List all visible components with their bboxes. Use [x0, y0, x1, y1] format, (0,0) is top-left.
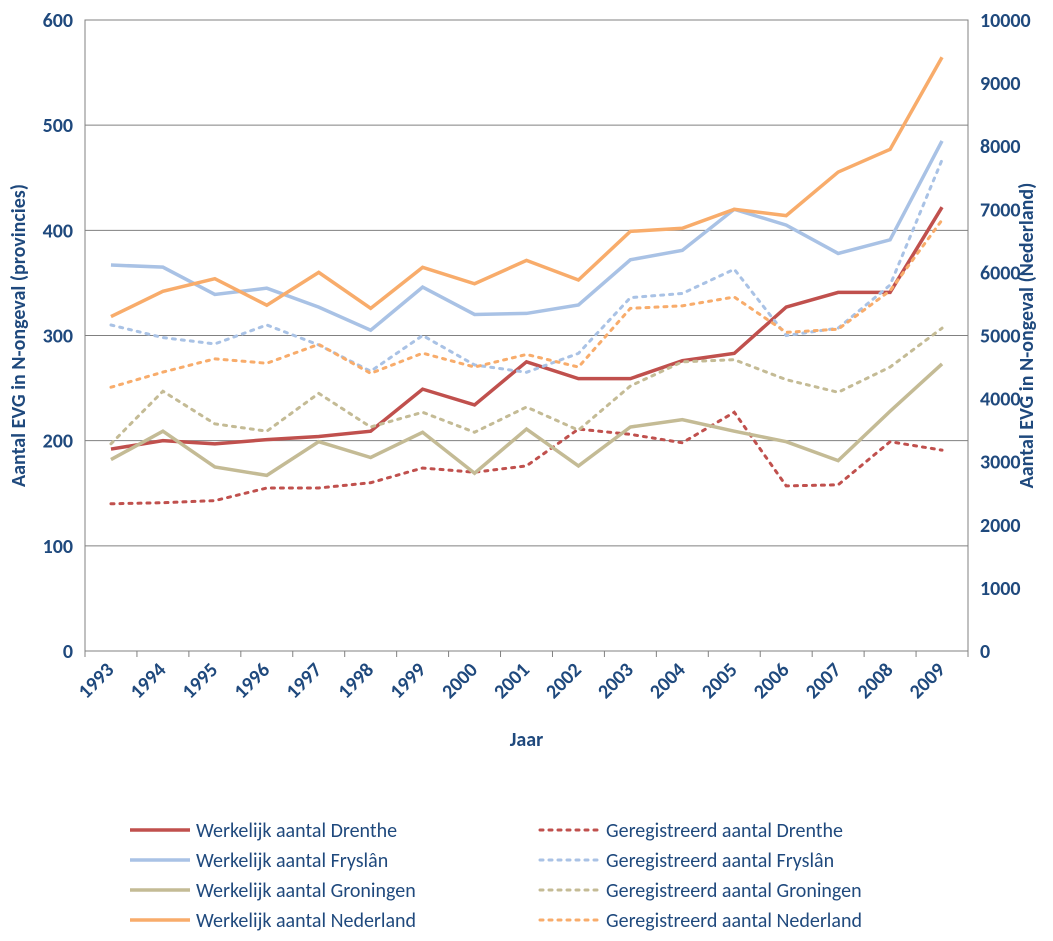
- svg-text:1999: 1999: [385, 658, 431, 704]
- chart-svg: 0100200300400500600010002000300040005000…: [0, 0, 1053, 941]
- legend-label-3: Geregistreerd aantal Fryslân: [606, 849, 834, 873]
- y2-label: Aantal EVG in N-ongeval (Nederland): [1015, 183, 1039, 489]
- svg-text:200: 200: [43, 430, 73, 454]
- svg-text:2008: 2008: [853, 658, 899, 704]
- svg-text:1996: 1996: [229, 658, 275, 704]
- svg-text:400: 400: [43, 219, 73, 243]
- svg-text:2006: 2006: [749, 658, 795, 704]
- svg-text:1000: 1000: [980, 577, 1021, 601]
- legend-label-6: Werkelijk aantal Nederland: [196, 909, 416, 933]
- svg-text:600: 600: [43, 9, 73, 33]
- svg-text:500: 500: [43, 114, 73, 138]
- svg-text:2004: 2004: [645, 658, 691, 704]
- svg-text:10000: 10000: [980, 9, 1031, 33]
- legend-label-4: Werkelijk aantal Groningen: [196, 879, 416, 903]
- legend-label-1: Geregistreerd aantal Drenthe: [606, 819, 843, 843]
- svg-text:0: 0: [980, 640, 990, 664]
- svg-text:2000: 2000: [437, 658, 483, 704]
- series-6: [111, 57, 942, 316]
- svg-text:2001: 2001: [489, 658, 535, 704]
- legend-label-0: Werkelijk aantal Drenthe: [196, 819, 397, 843]
- y1-label: Aantal EVG in N-ongeval (provincies): [7, 184, 31, 487]
- legend-label-5: Geregistreerd aantal Groningen: [606, 879, 862, 903]
- svg-text:100: 100: [43, 535, 73, 559]
- y1-axis: 0 100 200 300 400 500 600: [43, 9, 73, 664]
- svg-text:1995: 1995: [177, 658, 223, 704]
- x-axis: 1993199419951996199719981999200020012002…: [74, 651, 968, 704]
- svg-text:9000: 9000: [980, 72, 1021, 96]
- legend-label-2: Werkelijk aantal Fryslân: [196, 849, 388, 873]
- svg-text:1993: 1993: [74, 658, 120, 704]
- svg-text:2009: 2009: [905, 658, 951, 704]
- svg-text:300: 300: [43, 325, 73, 349]
- x-label: Jaar: [510, 728, 543, 752]
- svg-text:1998: 1998: [333, 658, 379, 704]
- series-5: [111, 328, 942, 444]
- svg-text:0: 0: [63, 640, 73, 664]
- svg-text:8000: 8000: [980, 135, 1021, 159]
- svg-text:2000: 2000: [980, 514, 1021, 538]
- svg-text:1997: 1997: [281, 658, 327, 704]
- svg-text:2003: 2003: [593, 658, 639, 704]
- chart: 0100200300400500600010002000300040005000…: [0, 0, 1053, 941]
- series-4: [111, 364, 942, 475]
- svg-text:2005: 2005: [697, 658, 743, 704]
- legend: Werkelijk aantal Drenthe Geregistreerd aa…: [130, 819, 862, 933]
- svg-text:2007: 2007: [801, 658, 847, 704]
- legend-label-7: Geregistreerd aantal Nederland: [606, 909, 862, 933]
- series-2: [111, 141, 942, 330]
- svg-text:1994: 1994: [126, 658, 172, 704]
- svg-text:2002: 2002: [541, 658, 587, 704]
